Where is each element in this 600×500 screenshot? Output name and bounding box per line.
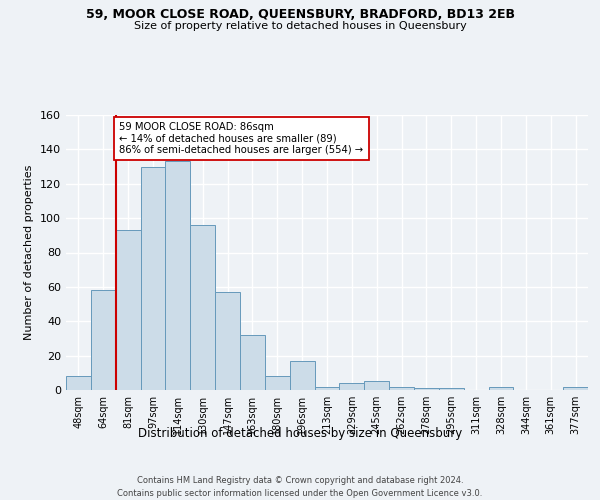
Bar [414,388,439,390]
Bar [290,361,314,390]
Bar [140,166,166,390]
Text: Distribution of detached houses by size in Queensbury: Distribution of detached houses by size … [138,428,462,440]
Bar [340,383,364,390]
Bar [265,376,290,390]
Bar [190,225,215,390]
Bar [488,386,514,390]
Bar [364,382,389,390]
Y-axis label: Number of detached properties: Number of detached properties [25,165,34,340]
Bar [66,376,91,390]
Bar [91,290,116,390]
Bar [240,335,265,390]
Bar [389,386,414,390]
Text: Size of property relative to detached houses in Queensbury: Size of property relative to detached ho… [134,21,466,31]
Bar [563,386,588,390]
Bar [215,292,240,390]
Bar [314,386,340,390]
Text: 59, MOOR CLOSE ROAD, QUEENSBURY, BRADFORD, BD13 2EB: 59, MOOR CLOSE ROAD, QUEENSBURY, BRADFOR… [86,8,515,20]
Bar [439,388,464,390]
Text: 59 MOOR CLOSE ROAD: 86sqm
← 14% of detached houses are smaller (89)
86% of semi-: 59 MOOR CLOSE ROAD: 86sqm ← 14% of detac… [119,122,364,155]
Bar [166,162,190,390]
Text: Contains HM Land Registry data © Crown copyright and database right 2024.: Contains HM Land Registry data © Crown c… [137,476,463,485]
Bar [116,230,140,390]
Text: Contains public sector information licensed under the Open Government Licence v3: Contains public sector information licen… [118,489,482,498]
